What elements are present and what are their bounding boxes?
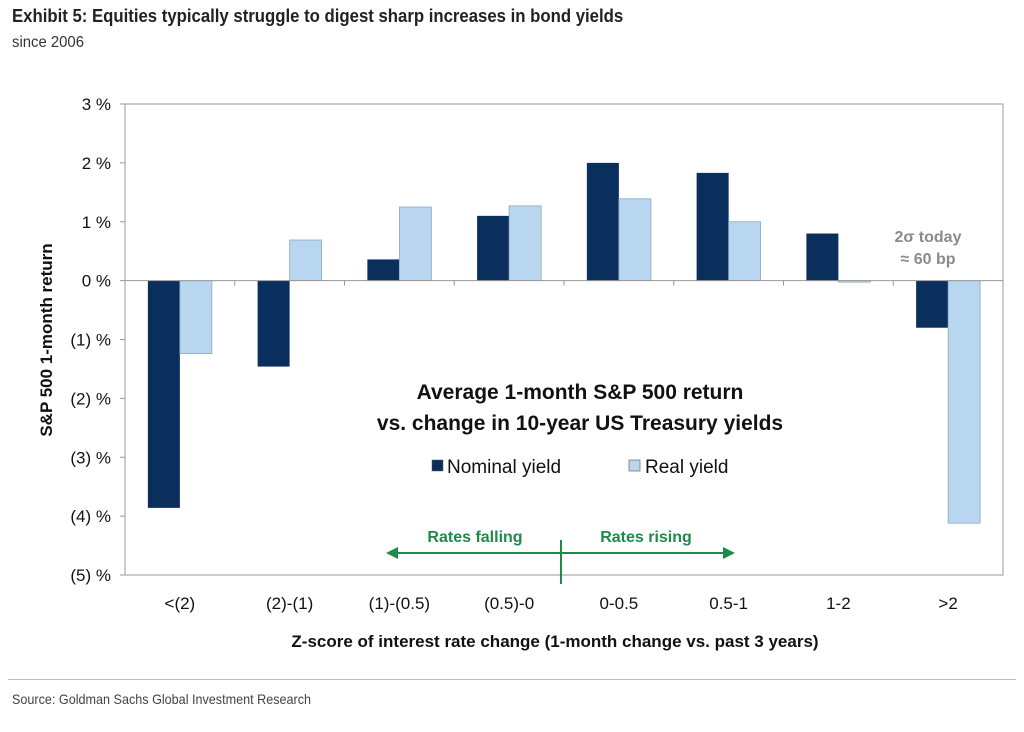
- x-category-label: 0-0.5: [600, 594, 639, 613]
- arrow-left-icon: [386, 547, 398, 559]
- rates-annotation: Rates falling Rates rising: [386, 529, 735, 584]
- x-category-label: (1)-(0.5): [369, 594, 430, 613]
- bar-real: [728, 221, 762, 282]
- source-note: Source: Goldman Sachs Global Investment …: [12, 691, 312, 707]
- rates-rising-label: Rates rising: [600, 529, 692, 546]
- y-tick-label: 1 %: [82, 213, 111, 232]
- bar-nominal: [147, 280, 180, 508]
- bar-real: [289, 239, 323, 282]
- y-tick-label: 3 %: [82, 95, 111, 114]
- exhibit-title: Exhibit 5: Equities typically struggle t…: [12, 6, 624, 26]
- bar-real: [398, 206, 432, 282]
- bar-real: [947, 280, 981, 524]
- today-annotation-line-2: ≈ 60 bp: [900, 251, 955, 268]
- bar-nominal: [806, 233, 839, 281]
- chart-title-line-1: Average 1-month S&P 500 return: [417, 381, 744, 404]
- plot-frame: [124, 103, 1004, 576]
- bar-real: [618, 198, 652, 282]
- legend-label-nominal: Nominal yield: [447, 457, 561, 478]
- legend-swatch-real: [628, 459, 641, 472]
- y-tick-label: (3) %: [70, 448, 111, 467]
- y-tick-label: (4) %: [70, 507, 111, 526]
- today-annotation-line-1: 2σ today: [895, 229, 962, 246]
- bar-nominal: [586, 162, 619, 281]
- source-divider: [8, 679, 1016, 680]
- bar-nominal: [696, 172, 729, 281]
- x-category-label: (2)-(1): [266, 594, 313, 613]
- x-category-label: (0.5)-0: [484, 594, 534, 613]
- exhibit-subtitle: since 2006: [12, 34, 84, 51]
- x-category-label: >2: [938, 594, 957, 613]
- rates-falling-label: Rates falling: [427, 529, 522, 546]
- bar-nominal: [477, 215, 510, 281]
- y-axis-label: S&P 500 1-month return: [37, 243, 56, 436]
- bar-real: [508, 205, 542, 282]
- bar-nominal: [257, 280, 290, 367]
- bar-nominal: [367, 259, 400, 281]
- bar-chart: 3 % 2 % 1 % 0 % (1) % (2) % (3) % (4) % (5) % <(…: [37, 95, 1004, 651]
- y-tick-label: 0 %: [82, 272, 111, 291]
- legend: Nominal yield Real yield: [431, 457, 728, 478]
- bar-nominal: [916, 280, 949, 328]
- today-annotation: 2σ today ≈ 60 bp: [895, 229, 962, 268]
- x-axis-label: Z-score of interest rate change (1-month…: [291, 632, 818, 651]
- y-tick-label: 2 %: [82, 154, 111, 173]
- legend-label-real: Real yield: [645, 457, 728, 478]
- y-tick-label: (1) %: [70, 331, 111, 350]
- y-tick-label: (2) %: [70, 389, 111, 408]
- x-category-label: 0.5-1: [709, 594, 748, 613]
- y-tick-label: (5) %: [70, 566, 111, 585]
- arrow-right-icon: [723, 547, 735, 559]
- bar-real: [179, 280, 213, 355]
- chart-title-line-2: vs. change in 10-year US Treasury yields: [377, 412, 783, 435]
- x-category-label: <(2): [165, 594, 196, 613]
- legend-swatch-nominal: [431, 459, 444, 472]
- x-category-label: 1-2: [826, 594, 851, 613]
